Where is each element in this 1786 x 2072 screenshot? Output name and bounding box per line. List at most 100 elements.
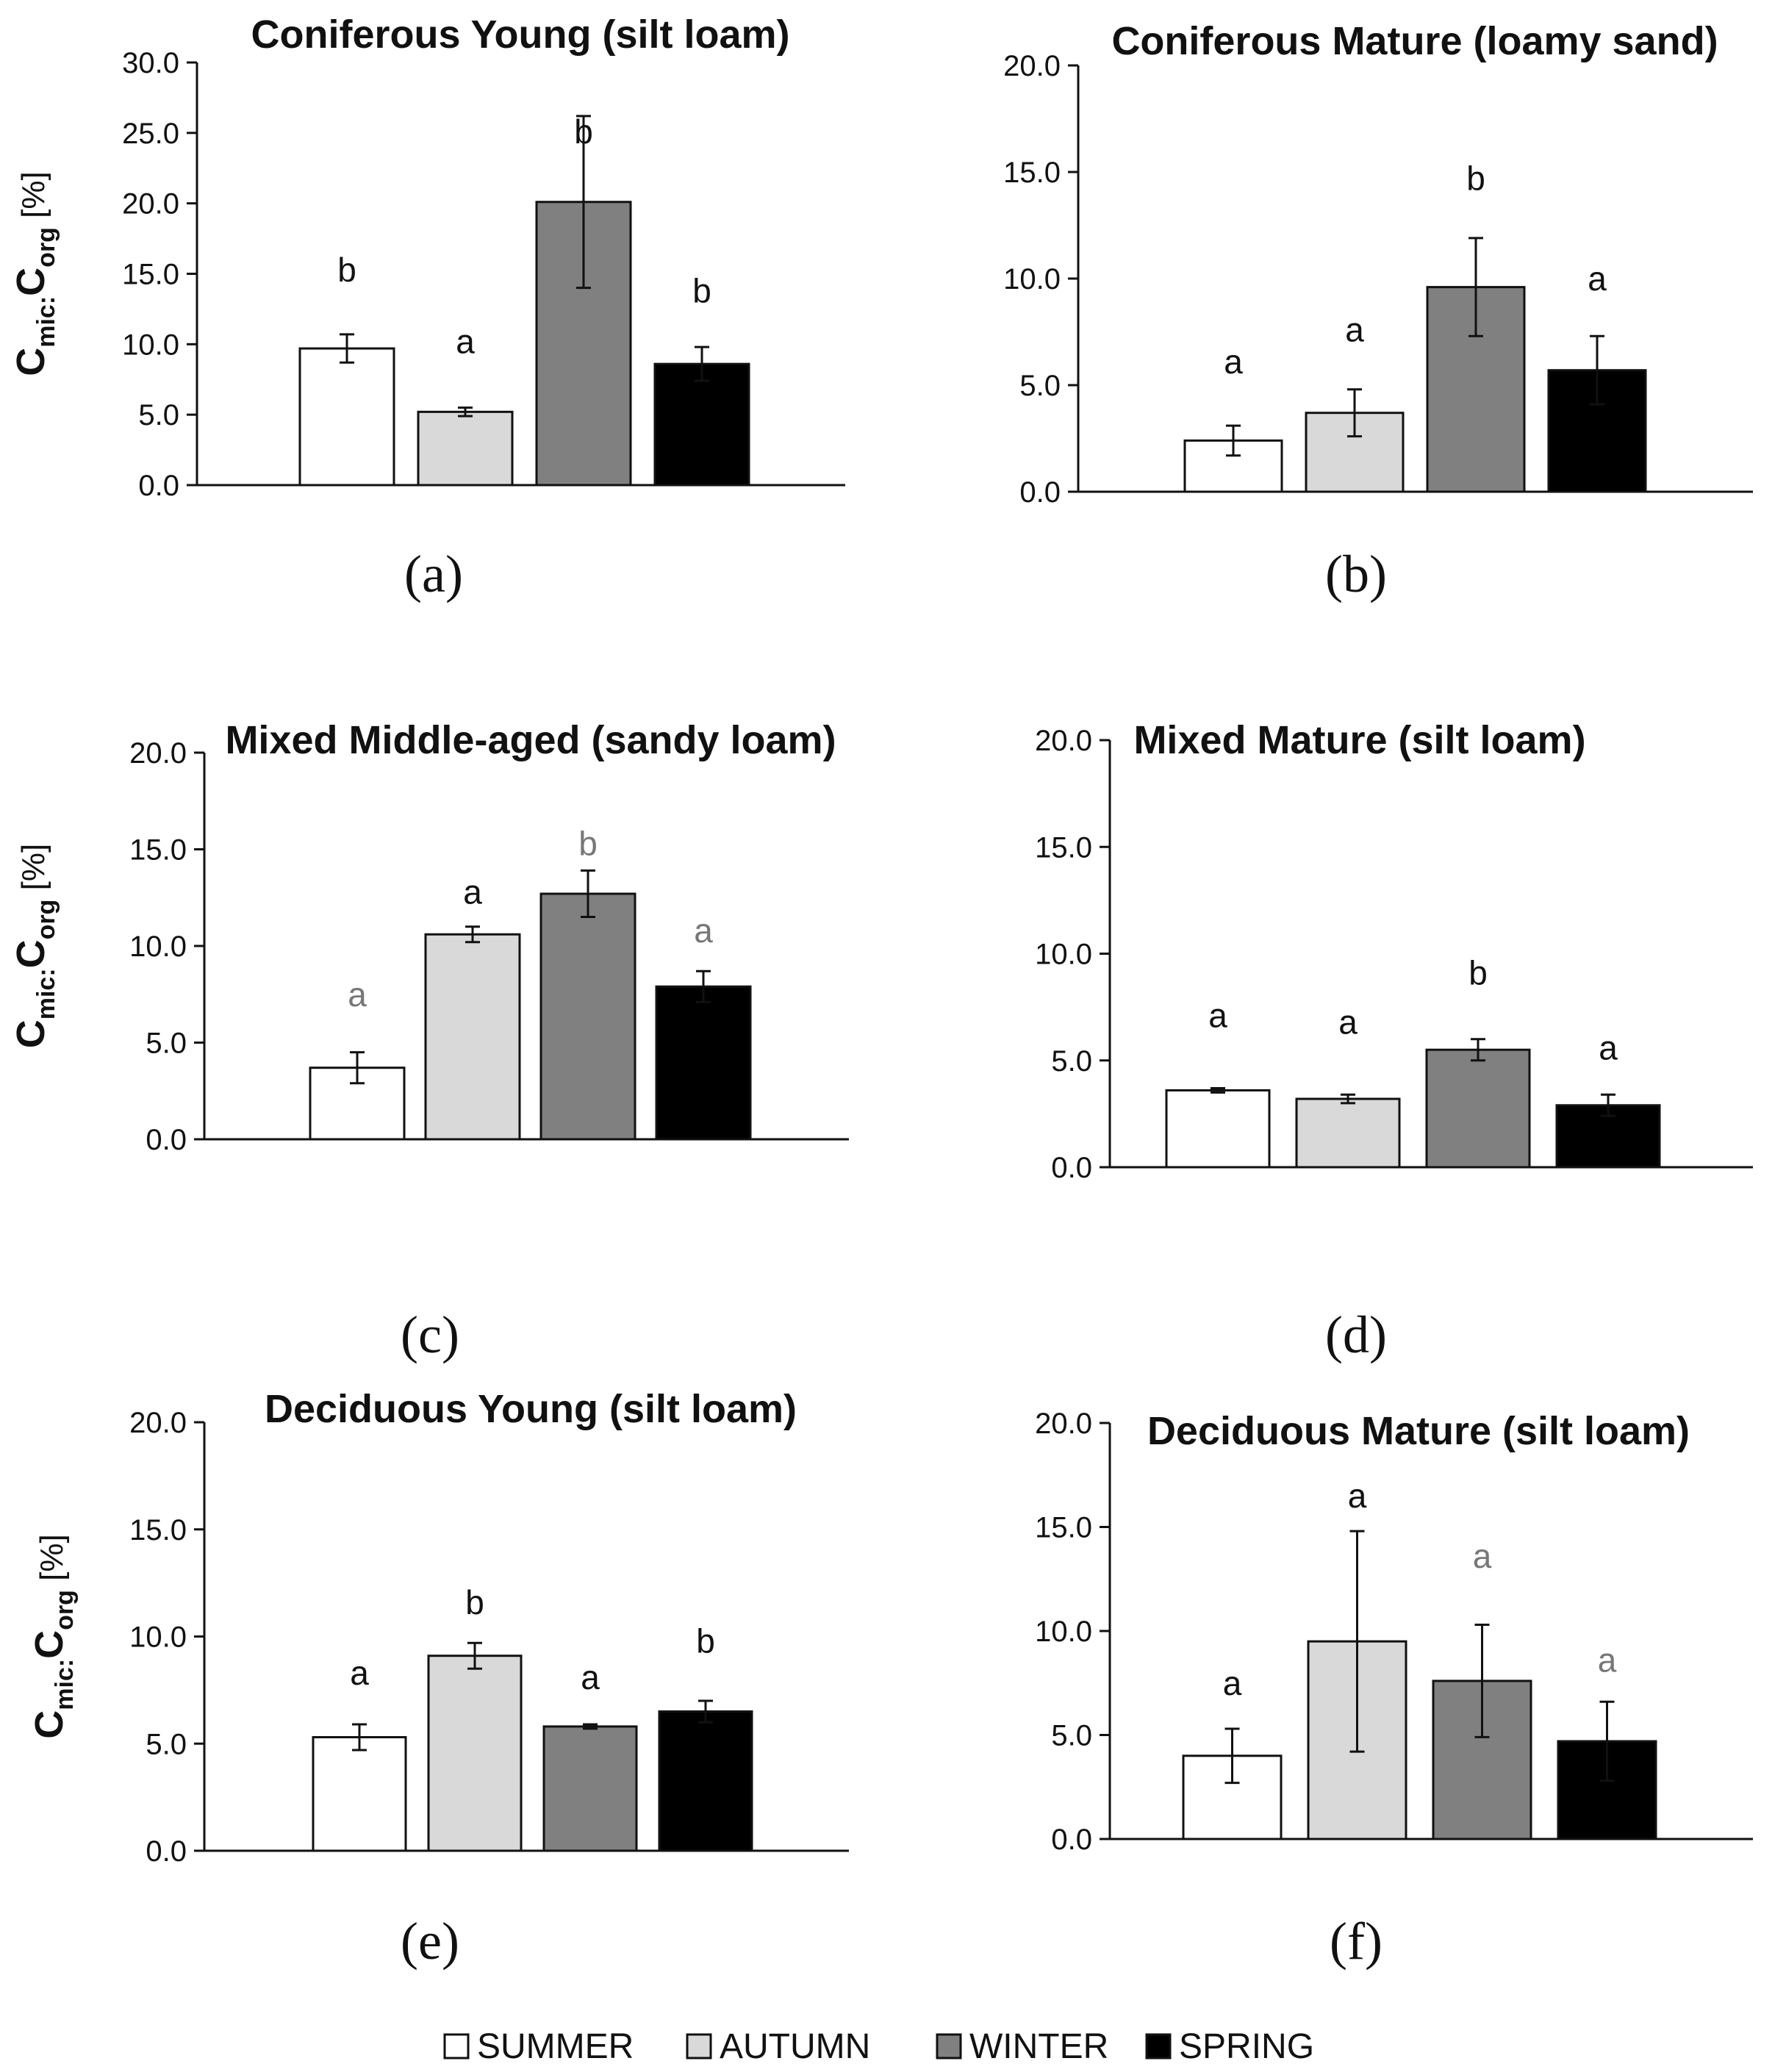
significance-letter: b <box>696 1621 715 1660</box>
legend-swatch <box>1145 2033 1172 2060</box>
bar-spring <box>655 985 752 1141</box>
legend-item-autumn: AUTUMN <box>686 2027 870 2066</box>
significance-letter: a <box>1348 1477 1367 1515</box>
error-bar <box>1599 1700 1615 1782</box>
bar-winter <box>539 892 636 1141</box>
error-bar <box>695 345 709 382</box>
significance-letter: a <box>1338 1003 1358 1041</box>
significance-letter: a <box>1224 343 1243 381</box>
significance-letter: a <box>1598 1641 1617 1680</box>
significance-letter: b <box>337 251 356 289</box>
legend-item-summer: SUMMER <box>443 2027 634 2066</box>
error-bar <box>583 1723 598 1730</box>
y-tick-label: 5.0 <box>146 1028 187 1060</box>
significance-letter: a <box>1588 259 1607 298</box>
y-tick-label: 10.0 <box>129 931 187 963</box>
y-tick-label: 10.0 <box>129 1621 187 1654</box>
y-tick-label: 25.0 <box>122 118 179 150</box>
error-bar <box>340 333 354 364</box>
significance-letter: b <box>465 1583 484 1621</box>
y-tick-label: 10.0 <box>1035 1616 1092 1648</box>
bar-spring <box>653 362 750 487</box>
y-tick-label: 15.0 <box>122 259 179 291</box>
y-tick-label: 5.0 <box>1051 1045 1092 1078</box>
y-tick-label: 5.0 <box>138 399 179 431</box>
chart-panel: Deciduous Mature (silt loam) 0.0 5.0 10.0 15… <box>1035 1408 1753 1971</box>
y-tick-label: 20.0 <box>122 188 179 221</box>
legend-label: SUMMER <box>477 2027 634 2066</box>
significance-letter: a <box>581 1658 600 1696</box>
significance-letter: a <box>348 975 367 1014</box>
y-tick-label: 0.0 <box>1051 1152 1092 1184</box>
y-tick-label: 0.0 <box>138 470 179 502</box>
bar-summer <box>1165 1089 1271 1169</box>
y-axis-label: Cmic:Corg [%] <box>9 844 60 1049</box>
legend-label: SPRING <box>1179 2027 1314 2066</box>
error-bar <box>465 925 480 944</box>
legend-item-spring: SPRING <box>1145 2027 1314 2066</box>
significance-letter: a <box>1208 997 1227 1035</box>
chart-title: Coniferous Young (silt loam) <box>251 12 789 57</box>
y-axis-label: Cmic:Corg [%] <box>27 1534 79 1739</box>
error-bar <box>1349 1530 1365 1753</box>
chart-title: Coniferous Mature (loamy sand) <box>1111 19 1718 63</box>
legend-swatch <box>936 2033 962 2060</box>
error-bar <box>1471 1038 1485 1062</box>
significance-letter: b <box>692 272 711 310</box>
bar-spring <box>658 1710 753 1852</box>
significance-letter: a <box>1599 1028 1618 1067</box>
panel-label: (f) <box>1330 1912 1382 1971</box>
panel-label: (d) <box>1325 1305 1387 1364</box>
legend-label: AUTUMN <box>720 2027 870 2066</box>
error-bar <box>1341 1093 1355 1105</box>
chart-title: Deciduous Young (silt loam) <box>265 1387 797 1431</box>
panel-label: (e) <box>401 1912 459 1971</box>
bar-autumn <box>424 933 521 1141</box>
y-tick-label: 20.0 <box>1035 725 1092 757</box>
panel-label: (a) <box>404 545 463 603</box>
y-tick-label: 15.0 <box>1035 1512 1092 1544</box>
panel-label: (b) <box>1325 545 1387 603</box>
error-bar <box>581 869 595 919</box>
chart-panel: Mixed Middle-aged (sandy loam) 0.0 5.0 10.0… <box>9 718 849 1364</box>
chart-panel: Deciduous Young (silt loam) 0.0 5.0 10.0 15.… <box>27 1387 849 1971</box>
chart-panel: Mixed Mature (silt loam) 0.0 5.0 10.0 15.0 20… <box>1035 718 1753 1364</box>
y-tick-label: 5.0 <box>146 1728 187 1760</box>
y-tick-label: 20.0 <box>1003 50 1061 82</box>
chart-title: Mixed Middle-aged (sandy loam) <box>225 718 836 762</box>
y-tick-label: 5.0 <box>1019 370 1061 402</box>
bar-summer <box>298 347 395 487</box>
bar-summer <box>312 1736 407 1852</box>
error-bar <box>350 1051 365 1085</box>
y-tick-label: 0.0 <box>1019 476 1061 509</box>
significance-letter: b <box>1468 954 1488 992</box>
y-tick-label: 0.0 <box>146 1835 187 1868</box>
chart-title: Mixed Mature (silt loam) <box>1133 718 1585 762</box>
y-tick-label: 10.0 <box>1003 263 1061 295</box>
chart-panel: Coniferous Young (silt loam) 0.0 5.0 10.0 15… <box>9 12 845 603</box>
error-bar <box>1224 1727 1240 1785</box>
significance-letter: a <box>456 323 475 361</box>
legend: SUMMER AUTUMN WINTER SPRING <box>443 2027 1314 2066</box>
y-tick-label: 10.0 <box>122 329 179 361</box>
error-bar <box>352 1723 367 1752</box>
error-bar <box>1601 1093 1615 1117</box>
y-tick-label: 15.0 <box>1035 831 1092 864</box>
error-bar <box>467 1641 482 1670</box>
chart-panel: Coniferous Mature (loamy sand) 0.0 5.0 10.0… <box>1003 19 1753 603</box>
y-tick-label: 30.0 <box>122 47 179 79</box>
bar-autumn <box>1295 1097 1401 1169</box>
significance-letter: a <box>463 872 482 911</box>
legend-item-winter: WINTER <box>936 2027 1108 2066</box>
significance-letter: b <box>1466 159 1485 198</box>
bar-autumn <box>427 1655 523 1852</box>
error-bar <box>696 969 711 1003</box>
charts-container: Coniferous Young (silt loam) 0.0 5.0 10.0 15… <box>9 12 1753 1971</box>
error-bar <box>458 406 473 417</box>
significance-letter: b <box>574 112 593 151</box>
y-tick-label: 15.0 <box>129 1514 187 1546</box>
significance-letter: b <box>578 825 598 863</box>
error-bar <box>1474 1624 1490 1738</box>
error-bar <box>1468 237 1483 337</box>
